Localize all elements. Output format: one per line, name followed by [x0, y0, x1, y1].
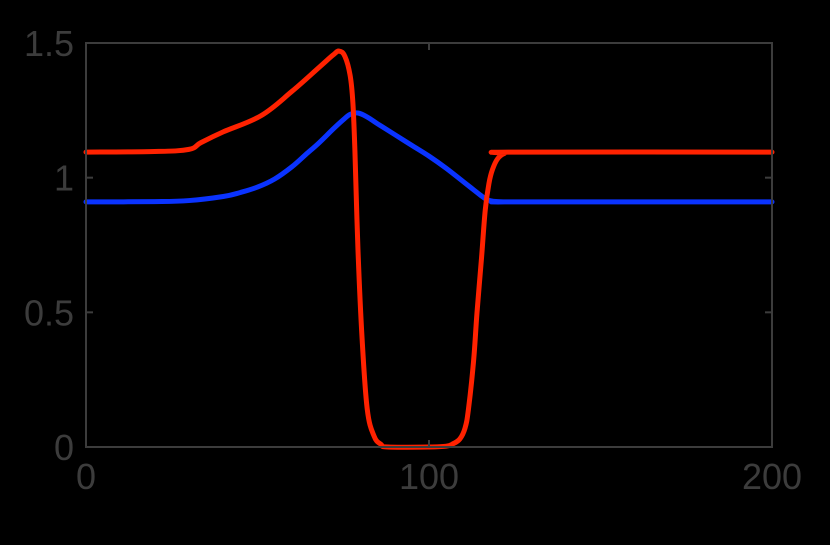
axes-frame: [85, 42, 773, 448]
x-axis-ticks: [85, 43, 773, 447]
x-tick-label: 200: [742, 456, 802, 497]
y-axis-ticks: [86, 42, 772, 448]
plot-lines: [83, 48, 775, 450]
x-tick-label: 0: [76, 456, 96, 497]
y-tick-label: 0: [54, 427, 74, 468]
y-tick-label: 1.5: [24, 23, 74, 64]
series-line-blue: [83, 110, 775, 205]
y-tick-label: 1: [54, 158, 74, 199]
series-line-red: [83, 48, 775, 450]
x-axis-tick-labels: 0 100 200: [76, 456, 802, 497]
y-axis-tick-labels: 0 0.5 1 1.5: [24, 23, 74, 468]
y-tick-label: 0.5: [24, 292, 74, 333]
x-tick-label: 100: [399, 456, 459, 497]
